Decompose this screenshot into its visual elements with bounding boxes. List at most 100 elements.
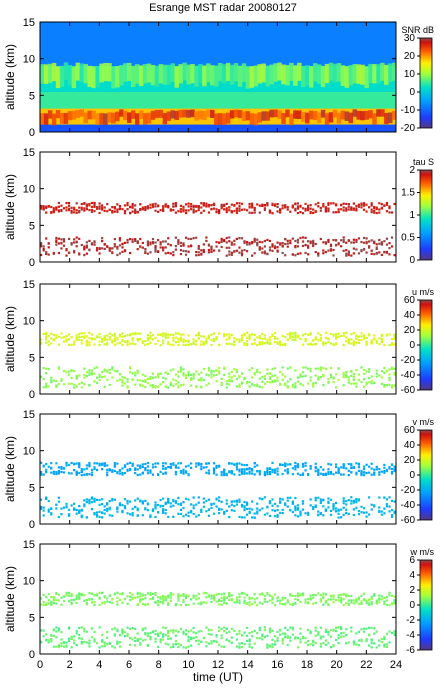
cell-w [169, 599, 172, 602]
cell-v [370, 467, 373, 470]
cell-tau [289, 210, 292, 213]
cell-u [266, 338, 269, 341]
cell-tau [118, 252, 122, 255]
cell-v [383, 463, 386, 467]
cell-u [390, 366, 394, 369]
cell-v [294, 505, 297, 508]
snr-cell [245, 111, 251, 121]
snr-cell [198, 64, 203, 84]
cell-w [360, 602, 363, 605]
cell-u [108, 332, 111, 335]
cell-v [383, 512, 386, 515]
cell-w [67, 591, 71, 594]
cell-w [144, 633, 147, 636]
cell-tau [245, 209, 249, 212]
cell-v [67, 508, 71, 511]
cell-v [266, 512, 269, 515]
cell-u [266, 372, 269, 375]
cell-tau [304, 209, 307, 212]
cell-tau [190, 205, 193, 208]
cell-tau [276, 246, 279, 249]
cell-tau [162, 207, 165, 210]
cell-v [390, 463, 394, 467]
cell-v [253, 512, 256, 515]
cell-u [156, 385, 160, 388]
cell-tau [190, 244, 193, 247]
cell-v [271, 509, 274, 512]
cell-u [103, 375, 106, 378]
xtick-label: 24 [390, 659, 402, 671]
cell-tau [294, 254, 297, 257]
cell-w [220, 627, 223, 631]
cell-v [179, 502, 183, 505]
cell-w [365, 599, 368, 602]
cell-tau [202, 248, 205, 252]
cell-v [380, 510, 383, 513]
cell-tau [225, 246, 228, 249]
cell-w [334, 638, 338, 642]
cell-w [281, 642, 284, 645]
cell-v [60, 470, 63, 474]
ytick-label: 15 [23, 279, 35, 291]
cell-u [370, 375, 373, 378]
cell-v [40, 507, 43, 510]
cell-u [113, 369, 116, 373]
cell-v [88, 473, 91, 476]
cell-tau [159, 209, 162, 212]
cell-w [187, 630, 190, 633]
cell-tau [225, 208, 228, 211]
cell-w [116, 628, 119, 631]
cell-tau [238, 251, 241, 254]
cell-v [73, 508, 76, 511]
snr-cell [241, 111, 247, 121]
cell-tau [197, 247, 200, 250]
snr-cell [47, 63, 53, 83]
ytick-label: 5 [29, 90, 35, 102]
cell-u [388, 368, 391, 371]
cell-tau [136, 240, 139, 243]
cell-v [177, 496, 180, 500]
cell-u [286, 367, 289, 370]
cell-tau [52, 207, 55, 210]
cell-w [268, 627, 272, 630]
cell-tau [55, 207, 58, 210]
cell-v [301, 500, 305, 503]
cell-v [108, 499, 111, 503]
cell-w [304, 598, 307, 601]
cell-w [307, 597, 310, 601]
cell-tau [253, 211, 256, 214]
cell-w [360, 638, 363, 641]
cell-v [225, 509, 228, 512]
cell-u [245, 331, 249, 334]
cell-tau [113, 243, 116, 246]
snr-cell [194, 111, 199, 121]
cell-tau [375, 206, 378, 209]
cell-w [42, 600, 45, 604]
cell-u [284, 343, 287, 347]
cell-w [45, 602, 48, 605]
cell-v [75, 462, 78, 465]
cell-v [332, 505, 335, 508]
cell-v [238, 500, 241, 503]
cell-v [256, 510, 259, 513]
cell-v [243, 469, 246, 472]
cell-u [210, 369, 213, 372]
cell-v [141, 465, 144, 468]
cell-u [273, 337, 277, 340]
cell-w [268, 629, 272, 633]
cell-w [296, 592, 300, 595]
cell-w [47, 599, 50, 602]
cell-u [131, 339, 134, 342]
cell-w [118, 645, 122, 648]
cell-u [167, 336, 170, 339]
cell-u [200, 335, 203, 338]
cell-u [55, 379, 58, 382]
cell-tau [195, 236, 198, 239]
cell-tau [182, 208, 185, 211]
cell-w [319, 642, 322, 646]
cell-v [317, 496, 320, 499]
cell-v [357, 498, 361, 501]
cell-tau [83, 202, 86, 205]
cell-w [118, 592, 122, 596]
